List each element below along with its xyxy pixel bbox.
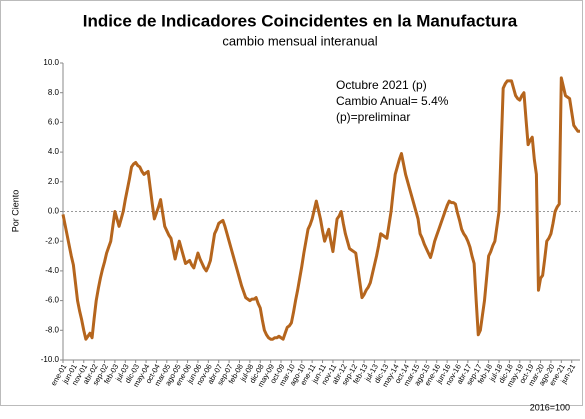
y-tick-label: 6.0 xyxy=(48,118,60,127)
y-tick-label: 4.0 xyxy=(48,147,60,156)
y-tick-label: 2.0 xyxy=(48,177,60,186)
y-tick-label: -2.0 xyxy=(45,236,59,245)
y-axis-label: Por Ciento xyxy=(10,190,20,233)
y-tick-label: -4.0 xyxy=(45,266,59,275)
y-tick-label: 0.0 xyxy=(48,207,60,216)
y-tick-label: -10.0 xyxy=(41,355,60,364)
chart-subtitle: cambio mensual interanual xyxy=(222,33,377,48)
annotation: Cambio Anual= 5.4% xyxy=(336,94,449,108)
data-line xyxy=(61,76,580,341)
y-tick-label: -6.0 xyxy=(45,296,59,305)
annotation: Octubre 2021 (p) xyxy=(336,78,427,92)
chart-frame xyxy=(0,0,583,406)
footnote: 2016=100 xyxy=(530,402,570,412)
y-tick-label: -8.0 xyxy=(45,325,59,334)
y-tick-label: 8.0 xyxy=(48,88,60,97)
y-tick-label: 10.0 xyxy=(43,58,59,67)
chart-title: Indice de Indicadores Coincidentes en la… xyxy=(83,11,518,30)
annotation: (p)=preliminar xyxy=(336,110,410,124)
